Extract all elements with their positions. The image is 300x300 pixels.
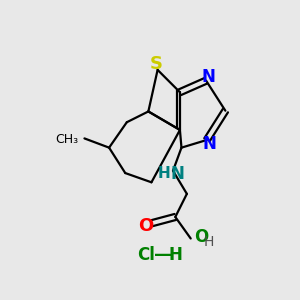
Text: Cl: Cl [137, 247, 155, 265]
Text: —: — [154, 247, 172, 265]
Text: H: H [158, 166, 170, 181]
Text: CH₃: CH₃ [55, 134, 78, 146]
Text: O: O [195, 228, 209, 246]
Text: N: N [171, 165, 184, 183]
Text: N: N [202, 135, 216, 153]
Text: S: S [150, 55, 163, 73]
Text: H: H [204, 236, 214, 249]
Text: O: O [138, 217, 154, 235]
Text: N: N [202, 68, 215, 86]
Text: H: H [168, 247, 182, 265]
